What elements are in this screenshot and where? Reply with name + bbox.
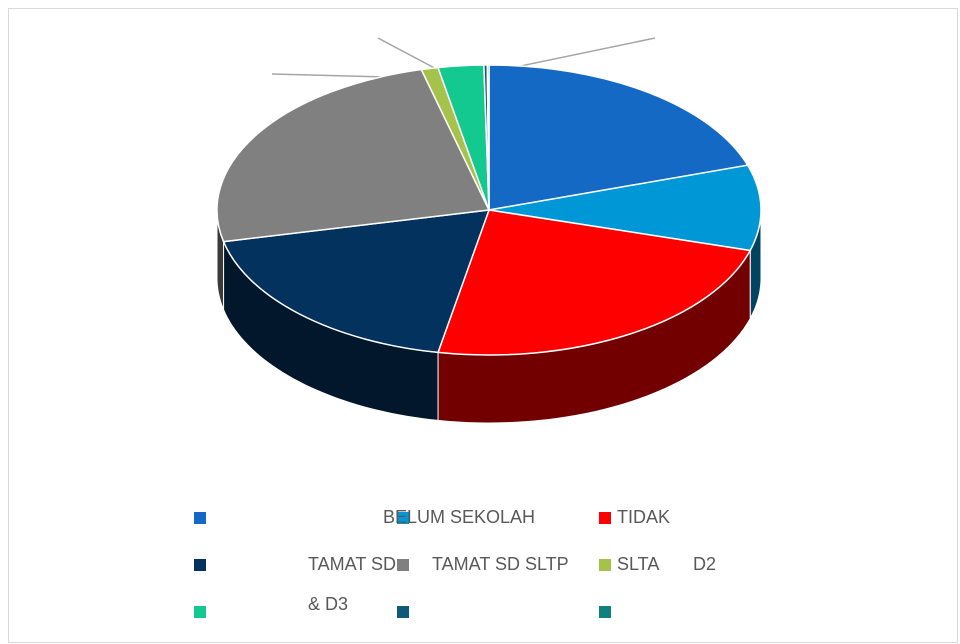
legend-text: & D3 (308, 594, 348, 614)
legend-marker (194, 512, 206, 524)
leader-line (377, 37, 443, 73)
legend-text: TAMAT SD (308, 554, 396, 574)
slice (488, 164, 762, 252)
legend-marker (194, 559, 206, 571)
legend-marker (397, 559, 409, 571)
legend-marker (599, 606, 611, 618)
legend-text: TIDAK (617, 507, 670, 527)
legend-marker (397, 606, 409, 618)
legend-marker (599, 559, 611, 571)
legend-marker (194, 606, 206, 618)
legend-marker (397, 512, 409, 524)
slice (488, 64, 749, 211)
legend-text: TAMAT SD SLTP (432, 554, 569, 574)
legend-marker (599, 512, 611, 524)
slice (222, 209, 491, 354)
slice (216, 68, 491, 243)
legend-text: SLTA (617, 554, 659, 574)
legend-text: BELUM SEKOLAH (383, 507, 535, 527)
legend-text: D2 (693, 554, 716, 574)
slice (437, 209, 752, 356)
slice (486, 64, 490, 211)
